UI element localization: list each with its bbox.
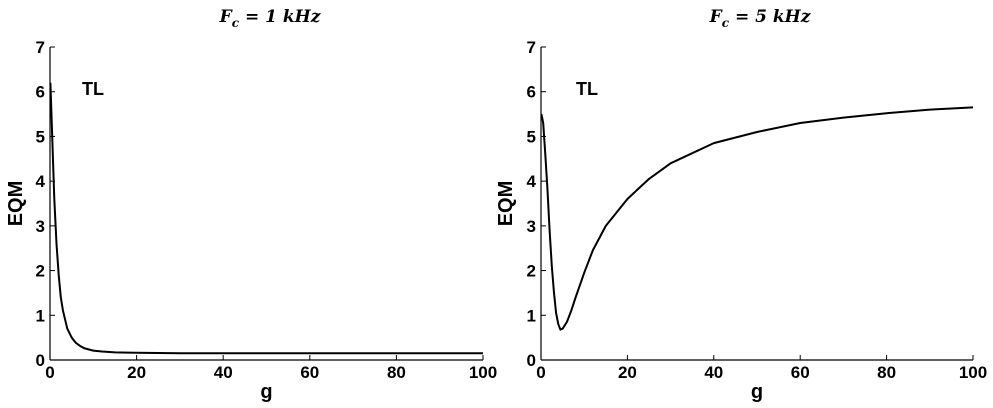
y-tick-label: 4 — [36, 172, 46, 191]
chart-title-rest: = 1 kHz — [239, 7, 321, 27]
chart-title-subscript: c — [232, 16, 240, 30]
x-tick-label: 40 — [704, 363, 723, 382]
x-axis-label: g — [751, 381, 763, 403]
annotation-label: TL — [576, 79, 598, 99]
annotation-label: TL — [82, 79, 104, 99]
y-tick-label: 2 — [527, 262, 536, 281]
y-tick-label: 6 — [527, 83, 536, 102]
y-axis-label: EQM — [5, 181, 27, 227]
chart-panel-2: Fc = 5 kHz 0 1 2 3 4 5 6 7 0 20 40 60 80 100 g EQM TL — [495, 7, 987, 403]
x-tick-label: 40 — [214, 363, 233, 382]
x-tick-label: 100 — [469, 363, 497, 382]
x-tick-label: 60 — [791, 363, 810, 382]
y-tick-label: 7 — [36, 38, 45, 57]
series-line-1 — [49, 82, 483, 355]
y-tick-label: 4 — [527, 172, 537, 191]
chart-title: Fc = 5 kHz — [709, 7, 811, 30]
y-tick-label: 3 — [527, 217, 536, 236]
y-tick-label: 2 — [36, 262, 45, 281]
y-tick-label: 1 — [527, 306, 536, 325]
y-tick-label: 0 — [36, 351, 45, 370]
y-tick-label: 6 — [36, 83, 45, 102]
x-tick-label: 20 — [618, 363, 637, 382]
x-tick-label: 100 — [959, 363, 987, 382]
y-tick-label: 0 — [527, 351, 536, 370]
chart-title-subscript: c — [722, 16, 730, 30]
y-axis-label: EQM — [495, 181, 517, 227]
chart-title-rest: = 5 kHz — [729, 7, 811, 27]
x-axis-label: g — [260, 381, 272, 403]
x-tick-label: 0 — [45, 363, 54, 382]
chart-title-main: F — [709, 7, 724, 27]
y-tick-label: 5 — [36, 127, 45, 146]
chart-panel-1: Fc = 1 kHz 0 1 2 3 4 5 6 7 0 20 40 60 80 100 g EQM TL — [5, 7, 497, 403]
x-tick-label: 80 — [877, 363, 896, 382]
y-tick-label: 1 — [36, 306, 45, 325]
y-tick-label: 3 — [36, 217, 45, 236]
y-tick-label: 7 — [527, 38, 536, 57]
y-tick-label: 5 — [527, 127, 536, 146]
series-line-1 — [540, 106, 974, 331]
chart-title: Fc = 1 kHz — [219, 7, 321, 30]
x-tick-label: 60 — [300, 363, 319, 382]
x-tick-label: 20 — [127, 363, 146, 382]
chart-title-main: F — [219, 7, 234, 27]
x-tick-label: 0 — [536, 363, 545, 382]
x-tick-label: 80 — [387, 363, 406, 382]
